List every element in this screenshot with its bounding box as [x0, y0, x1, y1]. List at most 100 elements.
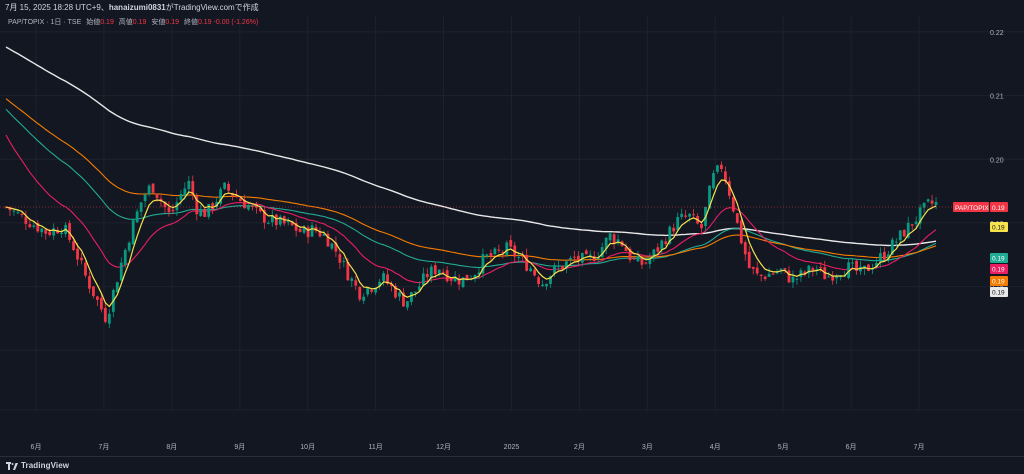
price-line-value: 0.19: [992, 205, 1005, 212]
candle: [437, 269, 441, 274]
chart-header: 7月 15, 2025 18:28 UTC+9、hanaizumi0831がTr…: [0, 0, 1024, 16]
candle: [135, 211, 139, 223]
price-line-label-bg: [953, 202, 989, 212]
candle: [52, 228, 56, 236]
candle: [807, 265, 811, 274]
ma-teal-path: [5, 108, 937, 269]
candle: [584, 250, 588, 255]
candle: [433, 265, 437, 275]
candle: [330, 243, 334, 249]
candle: [219, 189, 223, 204]
candle: [84, 262, 87, 276]
tradingview-logo-icon[interactable]: [6, 461, 18, 470]
candle: [326, 233, 330, 247]
candle: [580, 253, 584, 263]
candle: [48, 231, 52, 236]
symbol-label[interactable]: PAP/TOPIX · 1日 · TSE: [8, 19, 82, 26]
candle: [239, 198, 242, 202]
candle: [731, 197, 735, 212]
candle: [223, 182, 226, 189]
candle: [199, 209, 203, 217]
candle: [723, 171, 727, 182]
candle: [151, 183, 155, 193]
candle: [811, 268, 815, 271]
candle: [600, 247, 604, 258]
candle: [616, 239, 620, 244]
candle: [254, 204, 258, 208]
candle: [787, 270, 791, 283]
candle: [739, 220, 743, 244]
candle: [294, 223, 298, 231]
candle: [310, 225, 314, 237]
candle: [716, 165, 719, 172]
x-tick-label: 12月: [436, 443, 451, 451]
low-value: 0.19: [165, 19, 179, 26]
candle: [541, 284, 544, 287]
candle: [425, 274, 429, 278]
candle: [557, 265, 560, 267]
candle: [394, 285, 397, 298]
candle: [99, 297, 103, 310]
candle: [497, 249, 501, 251]
candle: [322, 233, 326, 236]
candle: [123, 249, 127, 265]
x-tick-label: 6月: [31, 443, 42, 451]
x-tick-label: 4月: [710, 443, 721, 451]
author-name[interactable]: hanaizumi0831: [108, 3, 166, 12]
candle: [40, 228, 44, 233]
candle: [827, 276, 831, 278]
candle: [676, 216, 680, 231]
candle: [96, 296, 99, 300]
candle: [107, 313, 111, 324]
candle: [243, 199, 246, 209]
grid: [0, 16, 1024, 411]
candle: [835, 275, 839, 279]
candle: [167, 207, 171, 213]
candle: [851, 262, 854, 264]
candle: [612, 234, 616, 244]
candle: [16, 212, 20, 214]
price-line-value-bg: [990, 202, 1008, 212]
candle: [505, 242, 509, 256]
candle: [636, 255, 640, 262]
high-label: 高値: [118, 19, 133, 26]
candle: [127, 242, 131, 251]
candle: [60, 232, 64, 234]
candle: [398, 292, 401, 297]
candle: [147, 185, 151, 195]
candle: [688, 213, 692, 217]
footer-brand[interactable]: TradingView: [21, 461, 70, 470]
candle: [672, 227, 676, 232]
candle: [898, 230, 902, 241]
candle: [533, 269, 537, 276]
candle: [211, 203, 215, 210]
candle: [306, 227, 310, 238]
candle: [867, 264, 870, 271]
candle: [179, 193, 183, 200]
candle: [270, 215, 274, 223]
candle: [406, 301, 409, 308]
candle: [12, 210, 16, 212]
candle: [501, 252, 505, 254]
candle: [302, 226, 306, 233]
candle: [572, 256, 576, 258]
candle: [735, 213, 739, 223]
candle: [386, 274, 389, 284]
candle: [421, 273, 425, 285]
candle: [882, 251, 886, 260]
x-tick-label: 6月: [846, 443, 857, 451]
candle: [485, 254, 489, 257]
candle: [819, 267, 823, 269]
candle: [274, 214, 278, 226]
candle: [24, 216, 28, 224]
candle: [402, 292, 405, 307]
candle: [668, 226, 672, 244]
x-tick-label: 7月: [98, 443, 109, 451]
candle: [457, 278, 461, 285]
candle: [489, 253, 493, 257]
value-badge: [990, 253, 1008, 263]
candle: [561, 265, 564, 269]
candle: [370, 289, 374, 292]
candle: [354, 280, 358, 286]
